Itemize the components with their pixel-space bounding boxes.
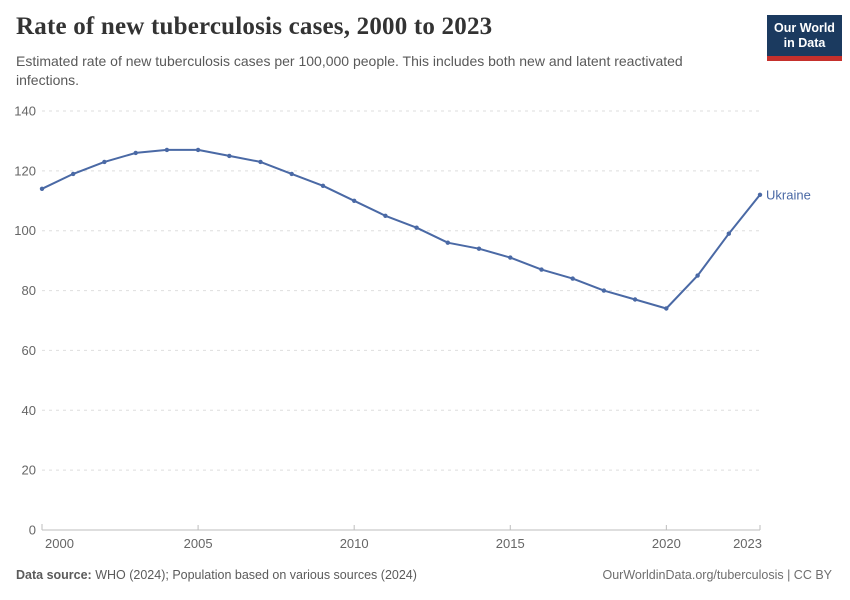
- series-line-ukraine[interactable]: [41, 148, 761, 310]
- data-point-ukraine-2017[interactable]: [570, 276, 575, 281]
- data-point-ukraine-2013[interactable]: [445, 240, 450, 245]
- data-point-ukraine-2018[interactable]: [601, 288, 607, 293]
- data-point-ukraine-2010[interactable]: [352, 198, 357, 203]
- x-tick-label-2000: 2000: [45, 536, 74, 551]
- y-tick-label-20: 20: [22, 463, 36, 478]
- chart-footer: Data source: WHO (2024); Population base…: [16, 568, 832, 582]
- data-point-ukraine-2014[interactable]: [476, 246, 482, 251]
- data-point-ukraine-2003[interactable]: [133, 150, 138, 156]
- data-point-ukraine-2001[interactable]: [71, 171, 76, 177]
- y-tick-label-80: 80: [22, 283, 36, 298]
- chart-subtitle: Estimated rate of new tuberculosis cases…: [16, 53, 683, 88]
- data-point-ukraine-2000[interactable]: [39, 186, 45, 191]
- owid-logo[interactable]: Our World in Data: [767, 15, 842, 61]
- data-point-ukraine-2008[interactable]: [289, 171, 294, 177]
- data-point-ukraine-2002[interactable]: [102, 159, 107, 165]
- y-tick-label-0: 0: [29, 523, 36, 538]
- y-tick-label-120: 120: [14, 163, 36, 178]
- datasource-text: WHO (2024); Population based on various …: [95, 568, 417, 582]
- x-tick-label-2023: 2023: [733, 536, 762, 551]
- data-point-ukraine-2015[interactable]: [508, 255, 513, 260]
- data-point-ukraine-2005[interactable]: [195, 147, 201, 153]
- data-point-ukraine-2004[interactable]: [164, 147, 170, 153]
- data-point-ukraine-2021[interactable]: [695, 273, 700, 278]
- data-point-ukraine-2007[interactable]: [258, 159, 263, 165]
- data-point-ukraine-2011[interactable]: [383, 213, 388, 218]
- data-point-ukraine-2022[interactable]: [726, 231, 731, 236]
- footer-datasource: Data source: WHO (2024); Population base…: [16, 568, 417, 582]
- data-point-ukraine-2019[interactable]: [632, 297, 638, 302]
- y-tick-label-100: 100: [14, 223, 36, 238]
- owid-logo-line2: in Data: [783, 36, 826, 50]
- data-point-ukraine-2009[interactable]: [320, 183, 326, 188]
- y-tick-label-40: 40: [22, 403, 36, 418]
- x-tick-label-2005: 2005: [184, 536, 213, 551]
- x-tick-label-2015: 2015: [496, 536, 525, 551]
- series-label-ukraine[interactable]: Ukraine: [766, 187, 811, 202]
- chart-title: Rate of new tuberculosis cases, 2000 to …: [16, 13, 493, 40]
- data-point-ukraine-2016[interactable]: [539, 267, 544, 272]
- x-tick-label-2010: 2010: [340, 536, 369, 551]
- data-point-ukraine-2006[interactable]: [227, 153, 232, 159]
- data-point-ukraine-2012[interactable]: [414, 225, 419, 230]
- y-tick-label-60: 60: [22, 343, 36, 358]
- y-tick-label-140: 140: [14, 104, 36, 119]
- data-point-ukraine-2023[interactable]: [757, 192, 763, 197]
- datasource-label: Data source:: [16, 568, 92, 582]
- owid-logo-line1: Our World: [774, 21, 835, 35]
- data-point-ukraine-2020[interactable]: [664, 306, 669, 311]
- x-tick-label-2020: 2020: [652, 536, 681, 551]
- footer-link[interactable]: OurWorldinData.org/tuberculosis | CC BY: [602, 568, 833, 582]
